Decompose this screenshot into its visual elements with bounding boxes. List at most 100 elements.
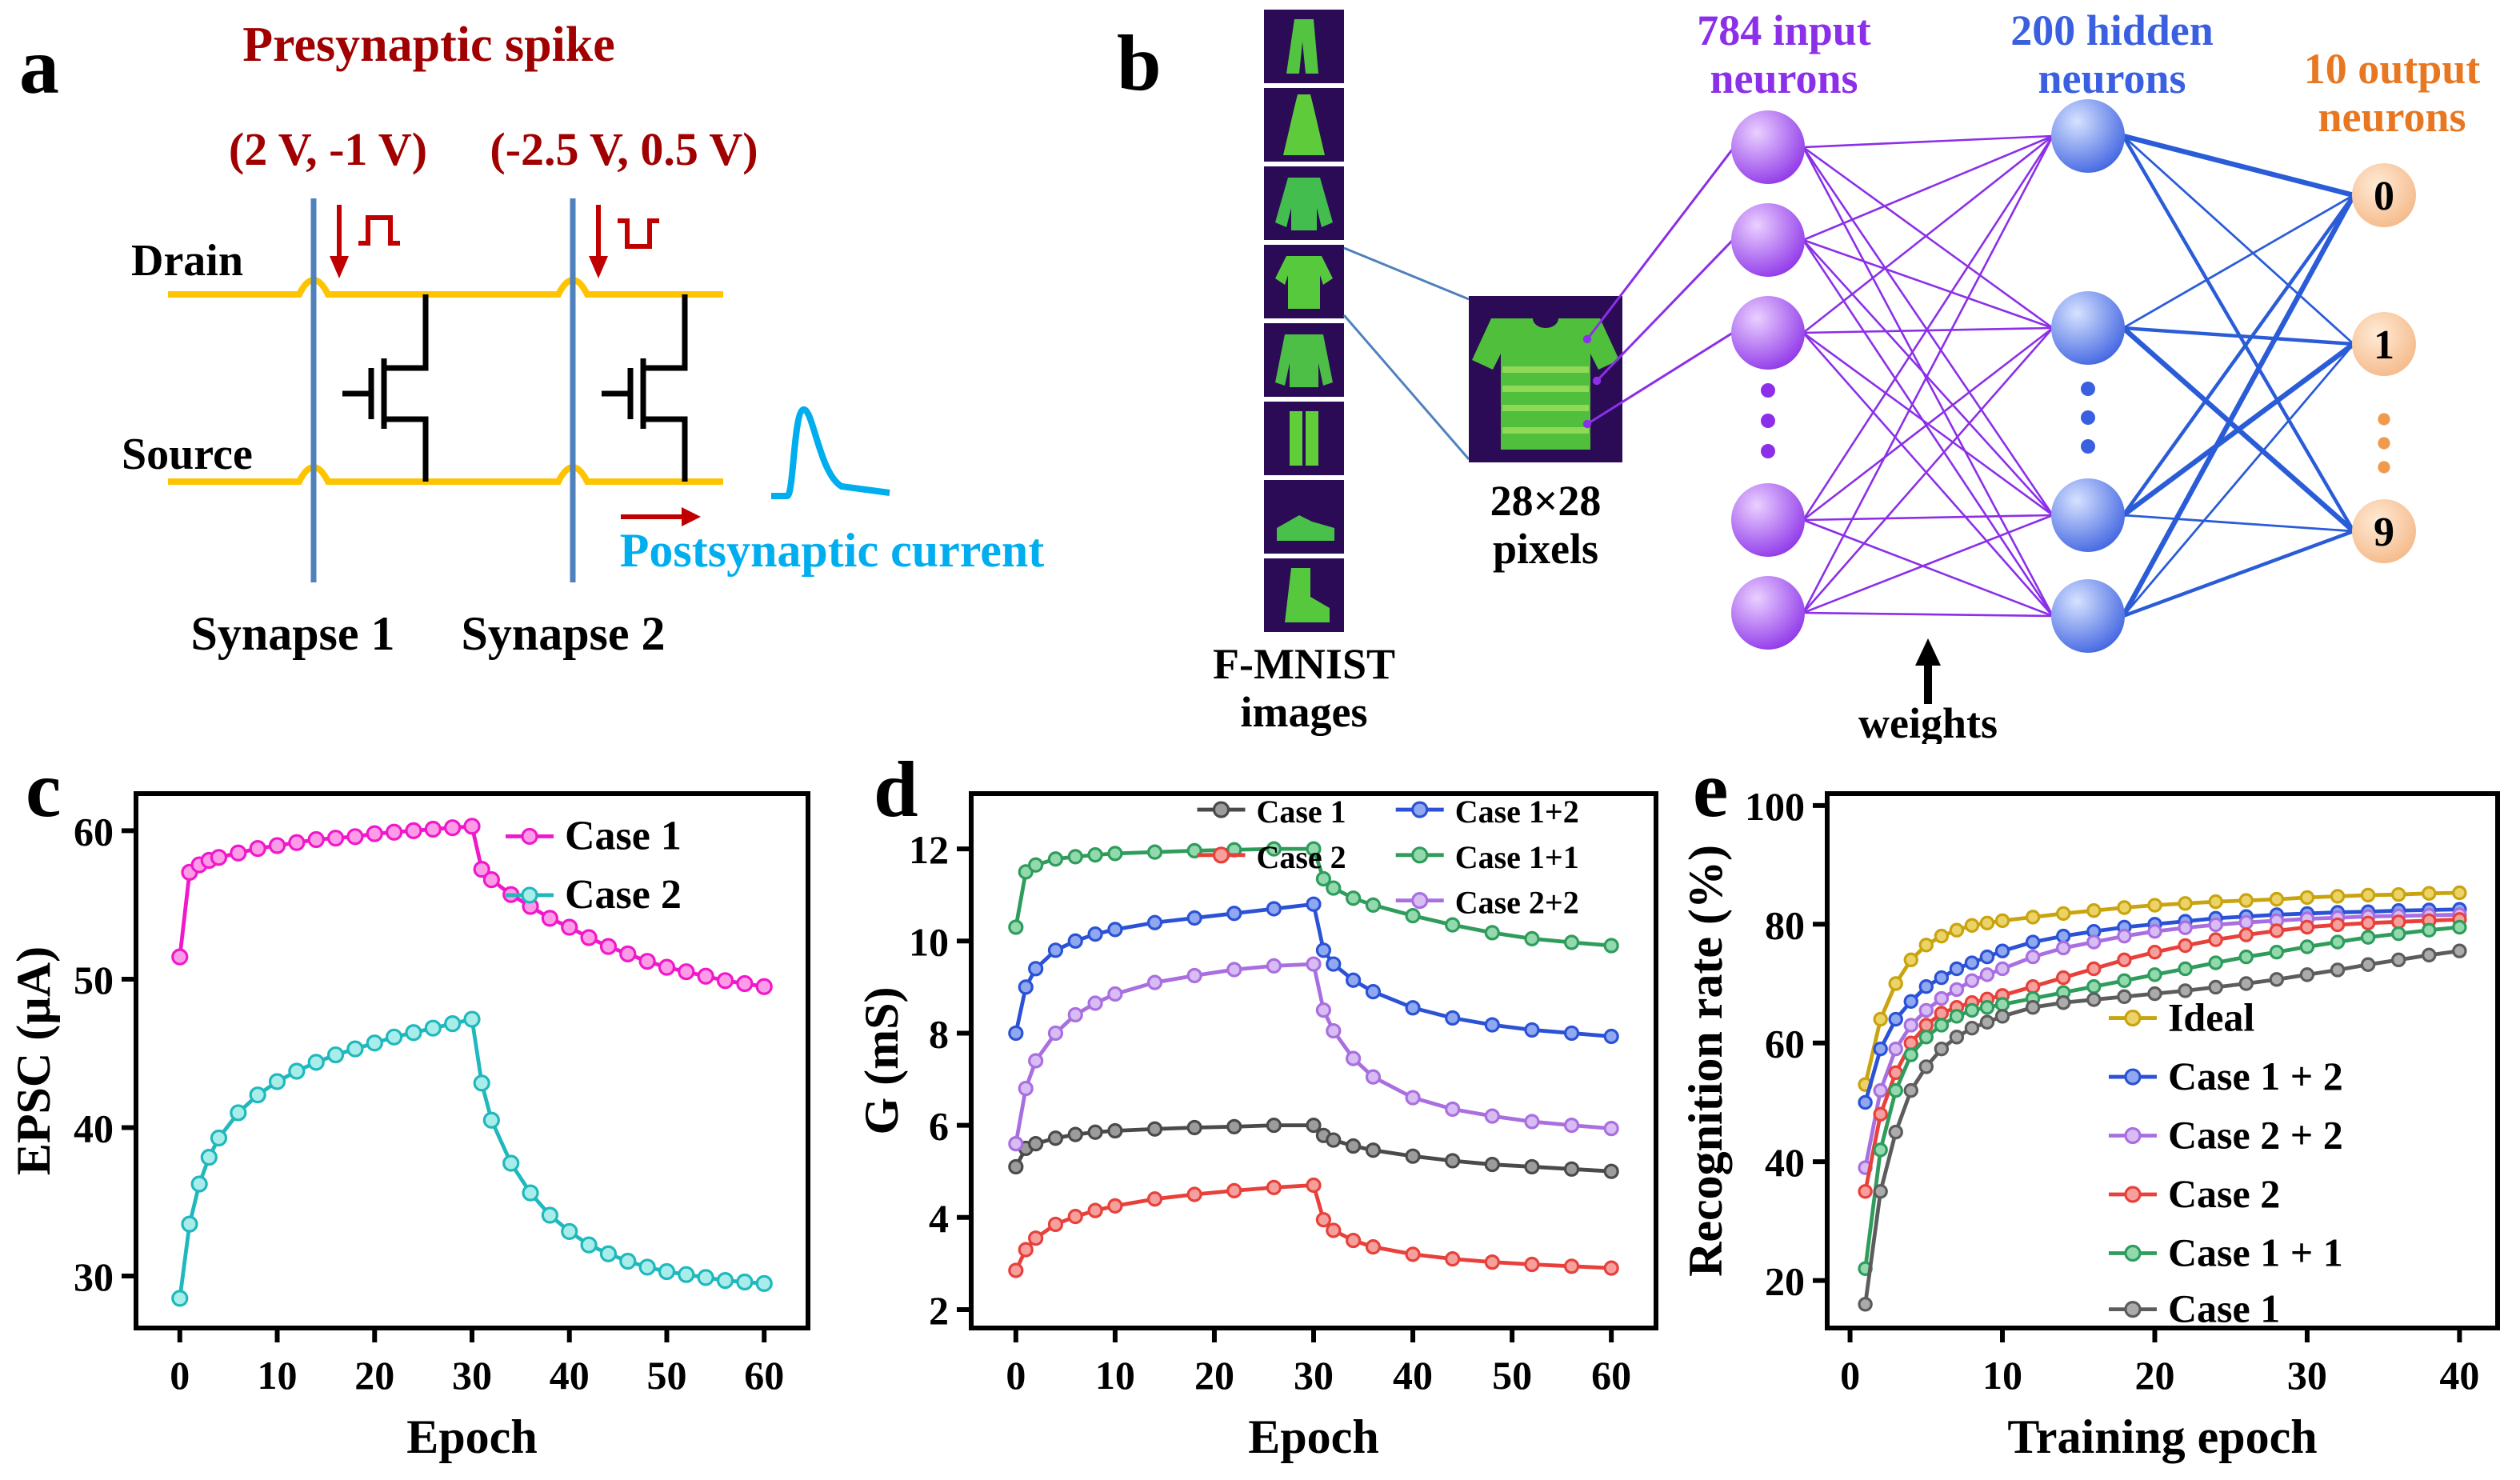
image-to-input-links [1582, 148, 1734, 429]
weights-arrow-icon [1915, 638, 1941, 704]
drain-wire [168, 277, 723, 298]
fmnist-label-line1: F-MNIST [1213, 640, 1395, 688]
drain-label: Drain [131, 236, 243, 286]
svg-text:10: 10 [909, 919, 949, 964]
svg-text:20: 20 [1194, 1353, 1234, 1398]
svg-text:Case 2: Case 2 [565, 872, 682, 918]
input-layer-label-line1: 784 input [1697, 6, 1871, 54]
hidden-ellipsis [2081, 382, 2095, 454]
svg-text:60: 60 [1591, 1353, 1631, 1398]
panel-label-a: a [19, 22, 59, 110]
transistor-2 [602, 294, 688, 482]
thumbnail-coat [1264, 323, 1344, 397]
network-weight-links [1802, 133, 2356, 618]
spike-arrow-1 [330, 205, 400, 278]
epsc-spike-waveform [771, 406, 890, 499]
thumbnail-pullover [1264, 166, 1344, 240]
svg-text:8: 8 [929, 1011, 949, 1056]
svg-text:2: 2 [929, 1288, 949, 1333]
hidden-layer [2051, 99, 2125, 653]
svg-text:0: 0 [1840, 1353, 1860, 1398]
svg-text:20: 20 [1765, 1259, 1805, 1304]
svg-text:Ideal: Ideal [2168, 995, 2254, 1040]
synapse1-label: Synapse 1 [190, 607, 394, 660]
weights-label: weights [1858, 699, 1998, 744]
svg-text:Case 2+2: Case 2+2 [1455, 885, 1579, 921]
svg-text:80: 80 [1765, 902, 1805, 947]
synapse2-pulse-label: (-2.5 V, 0.5 V) [490, 123, 758, 175]
chart-recognition: 0 10 20 30 40 20 40 60 80 100 Training epoch Recogn… [1680, 784, 2500, 1463]
thumbnail-sneaker [1264, 480, 1344, 554]
output-neuron-1: 1 [2374, 322, 2394, 368]
svg-text:G (mS): G (mS) [856, 987, 908, 1135]
thumbnail-shirt [1264, 245, 1344, 318]
current-arrow [621, 507, 701, 526]
svg-text:Case 1: Case 1 [2168, 1286, 2280, 1331]
svg-text:30: 30 [2287, 1353, 2327, 1398]
svg-text:50: 50 [74, 958, 114, 1002]
svg-text:Epoch: Epoch [1248, 1410, 1378, 1463]
input-layer-label-line2: neurons [1710, 54, 1858, 102]
svg-text:Case 1+1: Case 1+1 [1455, 839, 1579, 875]
thumbnail-trouser [1264, 10, 1344, 83]
svg-text:40: 40 [1765, 1140, 1805, 1185]
svg-text:0: 0 [170, 1353, 190, 1398]
source-label: Source [122, 430, 253, 479]
transistor-1 [342, 294, 429, 482]
svg-text:6: 6 [929, 1104, 949, 1149]
svg-text:50: 50 [1492, 1353, 1532, 1398]
hidden-layer-label-line2: neurons [2038, 54, 2186, 102]
synapse1-pulse-label: (2 V, -1 V) [229, 123, 427, 175]
svg-text:30: 30 [1294, 1353, 1334, 1398]
svg-text:30: 30 [452, 1353, 492, 1398]
input-layer [1731, 110, 1805, 650]
spike-arrow-2 [589, 205, 659, 278]
svg-text:12: 12 [909, 827, 949, 872]
fmnist-label-line2: images [1241, 688, 1368, 736]
svg-text:4: 4 [929, 1196, 949, 1241]
panel-label-b: b [1117, 18, 1162, 107]
output-neuron-0: 0 [2374, 174, 2394, 219]
svg-text:100: 100 [1745, 784, 1805, 829]
zoom-connectors [1342, 246, 1470, 460]
synapse2-label: Synapse 2 [461, 607, 665, 660]
svg-text:30: 30 [74, 1254, 114, 1299]
input-ellipsis [1761, 383, 1775, 458]
svg-text:Case 2 + 2: Case 2 + 2 [2168, 1113, 2343, 1158]
svg-text:0: 0 [1006, 1353, 1026, 1398]
svg-text:50: 50 [646, 1353, 686, 1398]
hidden-layer-label-line1: 200 hidden [2010, 6, 2214, 54]
pixels-label-line2: pixels [1493, 525, 1598, 573]
svg-text:Case 1 + 1: Case 1 + 1 [2168, 1230, 2343, 1274]
svg-text:40: 40 [2439, 1353, 2479, 1398]
svg-text:10: 10 [258, 1353, 298, 1398]
svg-text:60: 60 [744, 1353, 784, 1398]
svg-text:Case 1+2: Case 1+2 [1455, 794, 1579, 830]
output-layer-label-line1: 10 output [2304, 45, 2481, 93]
svg-text:Case 1 + 2: Case 1 + 2 [2168, 1054, 2343, 1098]
svg-text:Case 1: Case 1 [1256, 794, 1346, 830]
svg-text:Case 1: Case 1 [565, 813, 682, 858]
panel-b-network: b [1117, 6, 2481, 744]
chart-conductance: 0 10 20 30 40 50 60 2 4 6 8 10 12 Epoch G (mS) Case 1 Ca… [856, 791, 1658, 1463]
svg-text:Case 2: Case 2 [2168, 1171, 2280, 1216]
chart-epsc: 0 10 20 30 40 50 60 30 40 50 60 Epoch EPSC (µA) Case … [8, 791, 810, 1463]
svg-text:Recognition rate (%): Recognition rate (%) [1680, 845, 1732, 1277]
svg-text:40: 40 [74, 1106, 114, 1151]
postsynaptic-current-label: Postsynaptic current [620, 524, 1045, 577]
pixels-label-line1: 28×28 [1490, 477, 1602, 525]
svg-text:40: 40 [1393, 1353, 1433, 1398]
svg-text:60: 60 [74, 809, 114, 854]
svg-text:Training epoch: Training epoch [2007, 1410, 2317, 1463]
thumbnail-top [1264, 402, 1344, 475]
svg-text:40: 40 [550, 1353, 590, 1398]
gate-lines [310, 198, 576, 582]
svg-text:10: 10 [1982, 1353, 2022, 1398]
svg-text:EPSC (µA): EPSC (µA) [8, 946, 60, 1175]
presynaptic-spike-title: Presynaptic spike [242, 18, 615, 72]
output-layer: 0 1 9 [2352, 163, 2416, 563]
output-layer-label-line2: neurons [2318, 93, 2466, 141]
thumbnail-dress [1264, 88, 1344, 162]
svg-text:10: 10 [1095, 1353, 1135, 1398]
